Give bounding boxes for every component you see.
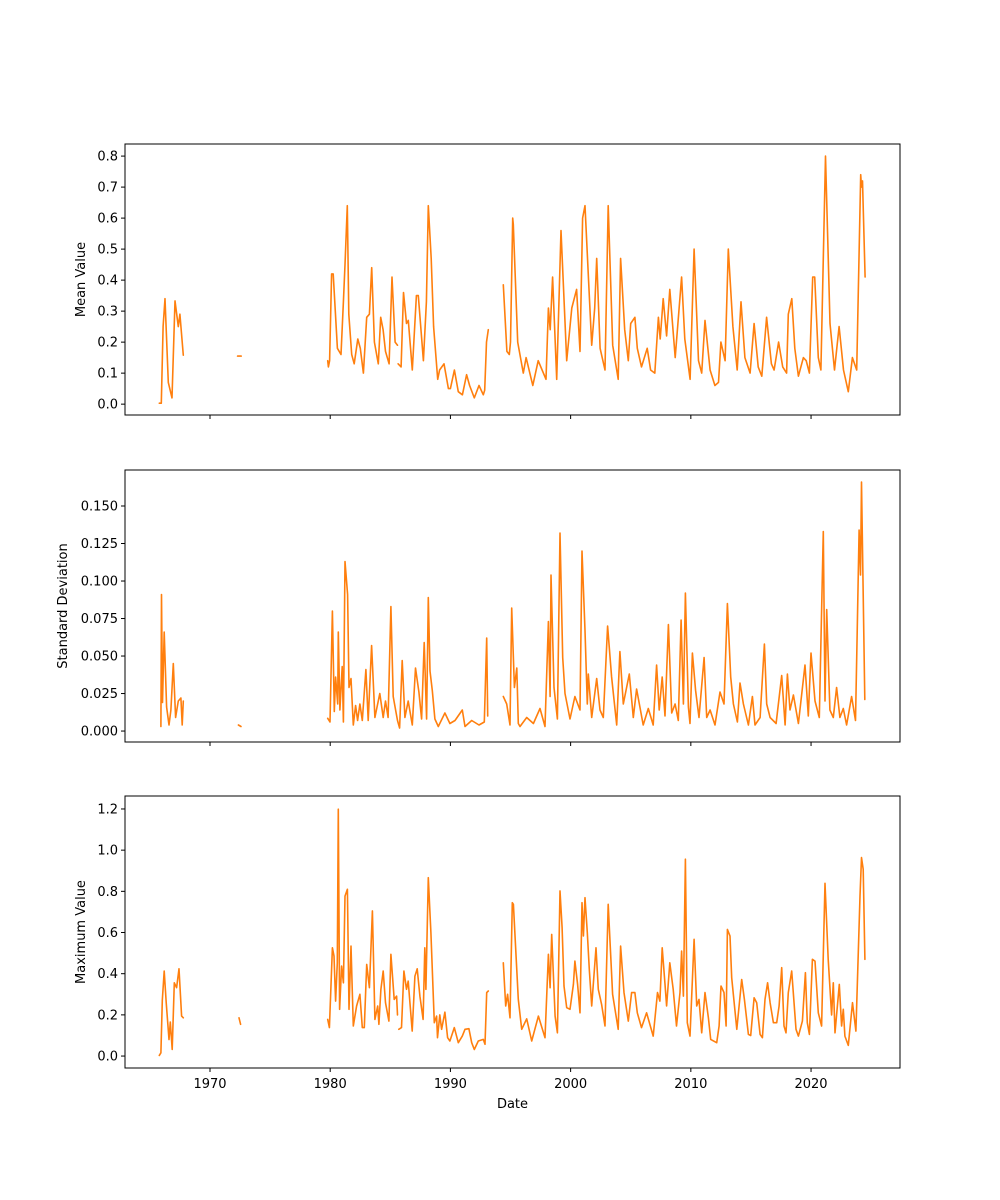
y-tick-label: 0.125 (81, 537, 118, 552)
series-line-mean-segment-5 (502, 155, 866, 393)
y-tick-label: 0.100 (81, 575, 118, 590)
x-tick-label: 2020 (794, 1077, 827, 1092)
y-tick-label: 0.4 (97, 274, 118, 289)
x-tick-label: 1990 (434, 1077, 467, 1092)
series-line-max-segment-5 (502, 856, 866, 1047)
y-tick-label: 0.050 (81, 650, 118, 665)
x-tick-label: 2000 (554, 1077, 587, 1092)
y-tick-label: 0.8 (97, 150, 118, 165)
y-axis-label: Maximum Value (74, 880, 89, 984)
series-line-std-segment-4 (502, 481, 866, 728)
y-tick-label: 1.2 (97, 802, 118, 817)
y-tick-label: 0.150 (81, 500, 118, 515)
y-axis-label: Standard Deviation (56, 543, 71, 668)
series-line-max-segment-2 (238, 1017, 242, 1026)
series-line-max-segment-3 (326, 808, 399, 1029)
y-tick-label: 0.000 (81, 725, 118, 740)
y-tick-label: 0.2 (97, 1008, 118, 1023)
axes-frame (124, 469, 901, 743)
subplot-1: 0.0 0.1 0.2 0.3 0.4 0.5 0.6 0.7 0.8 Mean Value (74, 143, 901, 419)
series-line-mean-segment-1 (158, 297, 185, 404)
series-line-max-segment-1 (158, 968, 185, 1057)
series-line-mean-segment-3 (326, 204, 399, 374)
y-tick-label: 0.1 (97, 367, 118, 382)
y-tick-label: 0.6 (97, 212, 118, 227)
y-axis-label: Mean Value (74, 242, 89, 317)
series-line-mean-segment-4 (397, 204, 490, 399)
y-tick-label: 0.7 (97, 181, 118, 196)
y-tick-label: 0.025 (81, 687, 118, 702)
subplot-2: 0.000 0.025 0.050 0.075 0.100 0.125 0.150 Stand… (56, 469, 901, 746)
y-tick-label: 0.0 (97, 1050, 118, 1065)
subplot-3: 1970 1980 1990 2000 2010 2020 0.0 0.2 0.4 0.6 0.8 1… (74, 795, 901, 1112)
y-tick-label: 0.3 (97, 305, 118, 320)
series-line-std-segment-3 (326, 560, 489, 729)
y-tick-label: 0.4 (97, 967, 118, 982)
x-axis-label: Date (497, 1097, 528, 1112)
y-tick-label: 0.6 (97, 926, 118, 941)
series-line-std-segment-2 (237, 724, 242, 728)
y-tick-label: 0.5 (97, 243, 118, 258)
y-tick-label: 0.2 (97, 336, 118, 351)
series-line-max-segment-4 (398, 876, 490, 1051)
axes-frame (124, 143, 901, 416)
y-tick-label: 0.075 (81, 612, 118, 627)
x-tick-label: 2010 (674, 1077, 707, 1092)
series-line-std-segment-1 (160, 593, 185, 728)
y-tick-label: 0.0 (97, 398, 118, 413)
x-tick-label: 1970 (193, 1077, 226, 1092)
axes-frame (124, 795, 901, 1069)
x-tick-label: 1980 (314, 1077, 347, 1092)
y-tick-label: 1.0 (97, 844, 118, 859)
y-tick-label: 0.8 (97, 885, 118, 900)
